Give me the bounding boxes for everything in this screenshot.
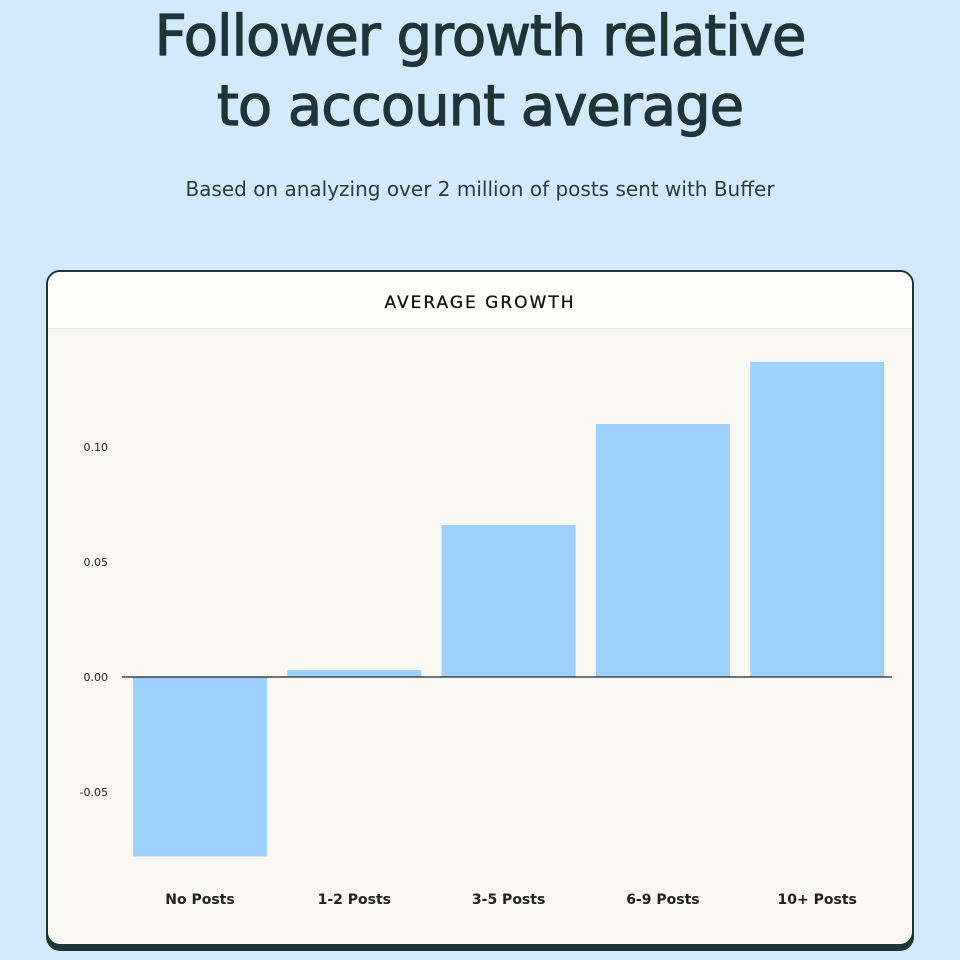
y-tick-label: 0.10 bbox=[84, 441, 109, 454]
bar-6-9-posts bbox=[595, 424, 730, 677]
page-headline: Follower growth relative to account aver… bbox=[0, 2, 960, 142]
headline-line-1: Follower growth relative bbox=[154, 3, 807, 69]
y-tick-label: 0.00 bbox=[84, 671, 109, 684]
page-subtitle: Based on analyzing over 2 million of pos… bbox=[185, 177, 775, 201]
x-category-label: 10+ Posts bbox=[778, 892, 857, 908]
bar-chart: 0.10 0.05 0.00 -0.05 No Posts 1-2 Posts 3-5 Po… bbox=[80, 361, 892, 908]
y-tick-label: -0.05 bbox=[80, 786, 108, 799]
x-category-label: 1-2 Posts bbox=[318, 892, 391, 908]
bar-10-posts bbox=[750, 361, 885, 677]
bar-1-2-posts bbox=[287, 670, 422, 677]
headline-line-2: to account average bbox=[216, 73, 744, 139]
bar-3-5-posts bbox=[441, 525, 576, 677]
x-category-label: No Posts bbox=[165, 892, 234, 908]
x-category-label: 3-5 Posts bbox=[472, 892, 545, 908]
chart-card: AVERAGE GROWTH 0.10 0.05 0.00 -0.05 No Posts… bbox=[46, 270, 914, 946]
chart-title: AVERAGE GROWTH bbox=[48, 272, 912, 329]
bar-no-posts bbox=[133, 677, 267, 857]
y-tick-label: 0.05 bbox=[84, 556, 109, 569]
x-category-label: 6-9 Posts bbox=[626, 892, 699, 908]
